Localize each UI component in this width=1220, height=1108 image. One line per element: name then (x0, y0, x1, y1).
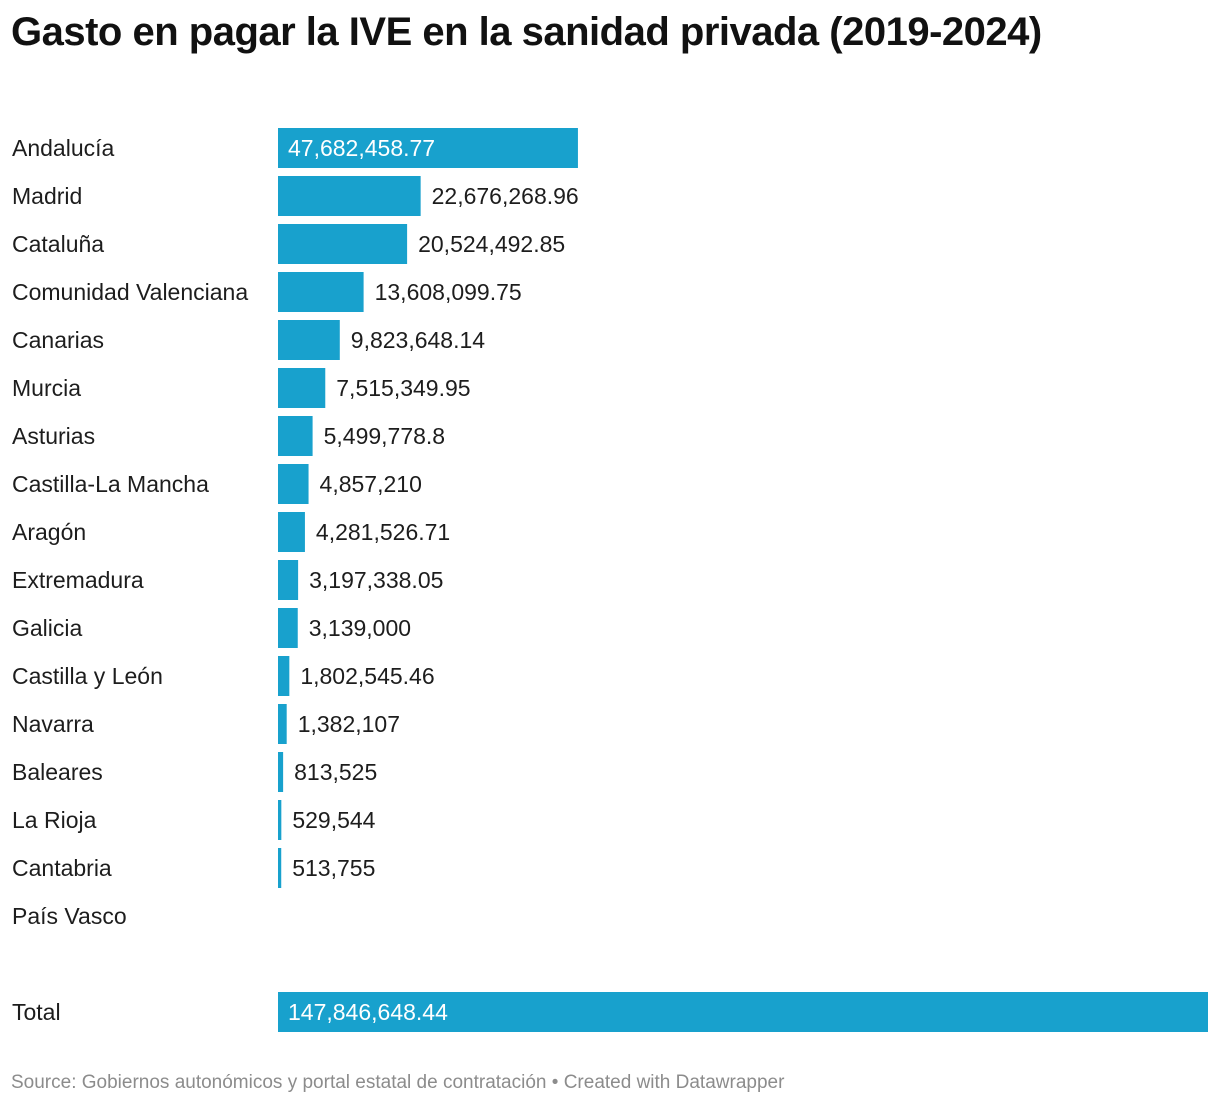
category-label: País Vasco (12, 903, 127, 929)
value-label: 4,281,526.71 (316, 519, 450, 545)
bar (278, 848, 282, 888)
bar-row-castilla-la-mancha: Castilla-La Mancha 4,857,210 (12, 464, 422, 504)
bar-row-navarra: Navarra 1,382,107 (12, 704, 400, 744)
value-label: 20,524,492.85 (418, 231, 565, 257)
source-text: Source: Gobiernos autonómicos y portal e… (11, 1072, 547, 1093)
category-label: Castilla-La Mancha (12, 471, 209, 497)
bar (278, 320, 340, 360)
bar-row-pais-vasco: País Vasco (12, 903, 127, 929)
bar (278, 704, 287, 744)
bar (278, 656, 290, 696)
category-label: Navarra (12, 711, 94, 737)
category-label: Canarias (12, 327, 104, 353)
bar-row-andalucia: Andalucía 47,682,458.77 (12, 128, 578, 168)
value-label: 22,676,268.96 (432, 183, 579, 209)
bar-row-comunidad-valenciana: Comunidad Valenciana 13,608,099.75 (12, 272, 522, 312)
value-label: 529,544 (292, 807, 375, 833)
bar (278, 272, 364, 312)
value-label: 3,197,338.05 (309, 567, 443, 593)
value-label: 3,139,000 (309, 615, 411, 641)
value-label: 4,857,210 (320, 471, 422, 497)
value-label: 147,846,648.44 (288, 999, 448, 1025)
category-label: Cataluña (12, 231, 104, 257)
category-label: Aragón (12, 519, 86, 545)
value-label: 513,755 (292, 855, 375, 881)
value-label: 7,515,349.95 (336, 375, 470, 401)
bar-chart: Andalucía 47,682,458.77 Madrid 22,676,268.9… (12, 128, 1208, 1032)
bar-row-cantabria: Cantabria 513,755 (12, 848, 375, 888)
category-label: Baleares (12, 759, 103, 785)
bar (278, 128, 578, 168)
credit-link[interactable]: Created with Datawrapper (563, 1072, 785, 1093)
category-label: Asturias (12, 423, 95, 449)
value-label: 9,823,648.14 (351, 327, 486, 353)
bar-row-extremadura: Extremadura 3,197,338.05 (12, 560, 443, 600)
category-label: Andalucía (12, 135, 115, 161)
bar-row-galicia: Galicia 3,139,000 (12, 608, 411, 648)
bar (278, 512, 305, 552)
bar-row-aragon: Aragón 4,281,526.71 (12, 512, 450, 552)
bar (278, 560, 299, 600)
category-label: Cantabria (12, 855, 112, 881)
bar-row-castilla-y-leon: Castilla y León 1,802,545.46 (12, 656, 435, 696)
bar (278, 224, 408, 264)
category-label: Madrid (12, 183, 82, 209)
value-label: 813,525 (294, 759, 377, 785)
value-label: 1,802,545.46 (300, 663, 434, 689)
category-label: La Rioja (12, 807, 97, 833)
chart-title: Gasto en pagar la IVE en la sanidad priv… (11, 10, 1042, 54)
category-label: Castilla y León (12, 663, 163, 689)
bar (278, 416, 313, 456)
bar-row-asturias: Asturias 5,499,778.8 (12, 416, 445, 456)
value-label: 13,608,099.75 (375, 279, 522, 305)
value-label: 47,682,458.77 (288, 135, 435, 161)
footer-separator: • (551, 1072, 559, 1093)
category-label: Total (12, 999, 61, 1025)
category-label: Comunidad Valenciana (12, 279, 248, 305)
bar (278, 464, 309, 504)
value-label: 5,499,778.8 (324, 423, 446, 449)
bar (278, 752, 284, 792)
category-label: Murcia (12, 375, 81, 401)
footer: Source: Gobiernos autonómicos y portal e… (11, 1072, 784, 1094)
bar (278, 176, 421, 216)
category-label: Galicia (12, 615, 83, 641)
bar-row-baleares: Baleares 813,525 (12, 752, 377, 792)
bar-row-total: Total 147,846,648.44 (12, 992, 1208, 1032)
bar-row-madrid: Madrid 22,676,268.96 (12, 176, 579, 216)
bar-row-la-rioja: La Rioja 529,544 (12, 800, 376, 840)
bar (278, 800, 282, 840)
bar-row-cataluna: Cataluña 20,524,492.85 (12, 224, 565, 264)
bar-row-murcia: Murcia 7,515,349.95 (12, 368, 471, 408)
bar (278, 992, 1208, 1032)
bar (278, 608, 298, 648)
category-label: Extremadura (12, 567, 144, 593)
value-label: 1,382,107 (298, 711, 400, 737)
bar (278, 368, 326, 408)
bar-row-canarias: Canarias 9,823,648.14 (12, 320, 485, 360)
